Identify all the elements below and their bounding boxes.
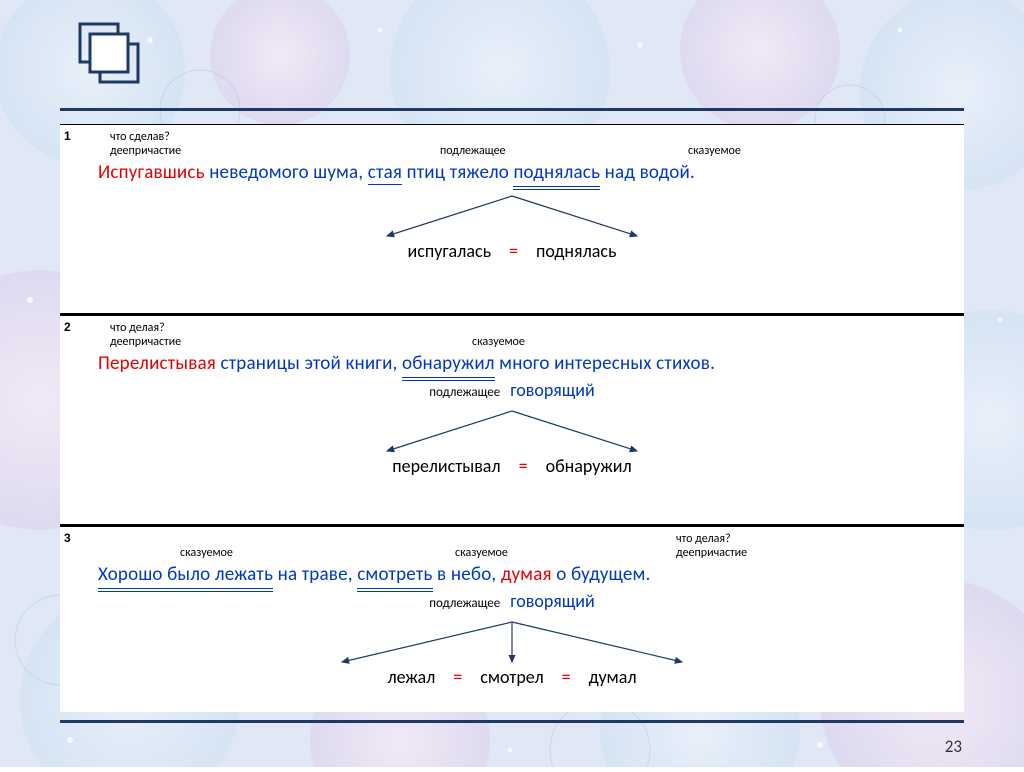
word-predicate: поднялась — [513, 161, 600, 186]
speaker-label: говорящий — [510, 379, 595, 401]
equivalence-line: лежал=смотрел=думал — [68, 666, 956, 688]
arrow-diagram — [68, 192, 956, 238]
speaker-label: говорящий — [510, 590, 595, 612]
word-gerund: думая — [501, 563, 552, 586]
result-left: перелистывал — [392, 455, 500, 477]
text: о будущем. — [552, 563, 651, 586]
annotation-predicate: сказуемое — [688, 145, 741, 157]
annotation-gerund: деепричастие — [676, 547, 747, 559]
text: над водой. — [600, 161, 695, 184]
arrow-diagram — [68, 407, 956, 453]
result-right: поднялась — [536, 240, 616, 262]
page-number: 23 — [945, 736, 962, 757]
annotation-predicate: сказуемое — [472, 336, 525, 348]
text: неведомого шума, — [205, 161, 368, 184]
annotation-predicate: сказуемое — [180, 547, 233, 559]
text: на траве, — [273, 563, 357, 586]
equals-sign: = — [435, 666, 480, 688]
section-number: 1 — [64, 129, 71, 143]
divider-bottom — [60, 720, 964, 723]
sentence-2: Перелистывая страницы этой книги, обнару… — [98, 352, 956, 377]
result-3: думал — [589, 666, 637, 688]
word-subject: стая — [368, 161, 402, 185]
section-number: 2 — [64, 320, 71, 334]
result-right: обнаружил — [546, 455, 632, 477]
word-predicate: смотреть — [357, 563, 432, 588]
equivalence-line: перелистывал=обнаружил — [68, 455, 956, 477]
word-predicate: Хорошо было лежать — [98, 563, 273, 588]
divider-top — [60, 108, 964, 111]
logo-squares-icon — [74, 18, 154, 98]
section-1: 1 что сделав? деепричастие подлежащее ск… — [60, 125, 964, 316]
result-1: лежал — [387, 666, 435, 688]
annotation-gerund: деепричастие — [110, 145, 181, 157]
sentence-1: Испугавшись неведомого шума, стая птиц т… — [98, 161, 956, 186]
result-left: испугалась — [408, 240, 492, 262]
annotation-subject: подлежащее — [429, 596, 500, 611]
text: в небо, — [433, 563, 501, 586]
equals-sign: = — [501, 455, 546, 477]
annotation-subject: подлежащее — [440, 145, 506, 157]
text: птиц тяжело — [402, 161, 513, 184]
annotation-question: что делая? — [110, 322, 165, 334]
section-2: 2 что делая? деепричастие сказуемое Пере… — [60, 316, 964, 527]
subject-row: подлежащее говорящий — [68, 590, 956, 612]
annotation-gerund: деепричастие — [110, 336, 181, 348]
result-2: смотрел — [480, 666, 543, 688]
annotation-question: что делая? — [676, 533, 731, 545]
annotation-question: что сделав? — [110, 131, 170, 143]
arrow-diagram — [68, 618, 956, 664]
annotation-subject: подлежащее — [429, 385, 500, 400]
content-panel: 1 что сделав? деепричастие подлежащее ск… — [60, 124, 964, 712]
sentence-3: Хорошо было лежать на траве, смотреть в … — [98, 563, 956, 588]
word-gerund: Перелистывая — [98, 352, 216, 375]
equals-sign: = — [544, 666, 589, 688]
annotation-predicate: сказуемое — [455, 547, 508, 559]
equals-sign: = — [491, 240, 536, 262]
equivalence-line: испугалась=поднялась — [68, 240, 956, 262]
section-3: 3 что делая? деепричастие сказуемое сказ… — [60, 527, 964, 732]
text: страницы этой книги, — [216, 352, 402, 375]
word-gerund: Испугавшись — [98, 161, 205, 184]
section-number: 3 — [64, 531, 71, 545]
text: много интересных стихов. — [495, 352, 715, 375]
subject-row: подлежащее говорящий — [68, 379, 956, 401]
word-predicate: обнаружил — [402, 352, 495, 377]
